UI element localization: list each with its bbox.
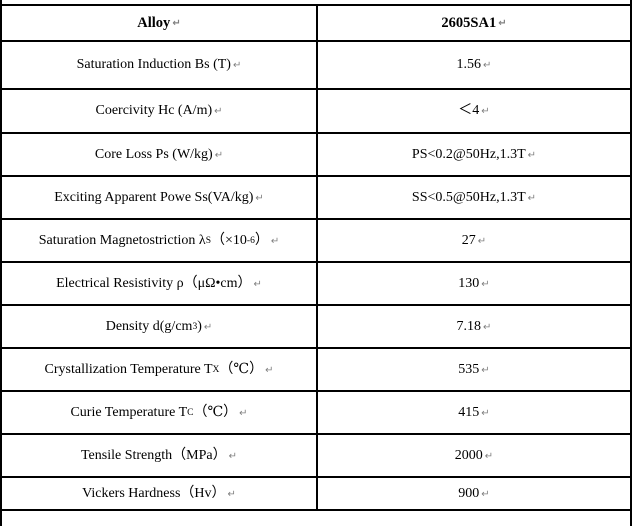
property-name-cell: Saturation Magnetostriction λ S （×10 -6） ↵ xyxy=(2,220,318,261)
paragraph-mark: ↵ xyxy=(203,321,213,333)
alloy-properties-grid: Alloy ↵ 2605SA1 ↵ Saturation Induction Bs … xyxy=(2,4,630,511)
property-name-cell: Crystallization Temperature T X （℃） ↵ xyxy=(2,349,318,390)
paragraph-mark: ↵ xyxy=(265,364,274,376)
property-value-cell: 415 ↵ xyxy=(458,404,490,420)
property-name-cell: Exciting Apparent Powe Ss(VA/kg) ↵ xyxy=(2,177,318,218)
property-value-cell: SS<0.5@50Hz,1.3T ↵ xyxy=(411,189,537,205)
table-row: Curie Temperature T C （℃） ↵ 415 ↵ xyxy=(2,392,630,435)
table-row: Exciting Apparent Powe Ss(VA/kg) ↵ SS<0.5@… xyxy=(2,177,630,220)
cropped-row-above xyxy=(2,0,630,4)
paragraph-mark: ↵ xyxy=(239,407,248,419)
paragraph-mark: ↵ xyxy=(227,488,236,500)
property-value-cell: 27 ↵ xyxy=(461,232,487,248)
header-grade-label: 2605SA1 xyxy=(441,14,497,31)
paragraph-mark: ↵ xyxy=(214,149,224,161)
property-value-cell: 7.18 ↵ xyxy=(456,318,492,334)
property-value-cell: 2000 ↵ xyxy=(454,447,494,463)
paragraph-mark: ↵ xyxy=(481,407,490,419)
property-value-cell: 130 ↵ xyxy=(458,275,490,291)
paragraph-mark: ↵ xyxy=(232,60,242,71)
cropped-row-below xyxy=(2,511,630,526)
table-row: Density d(g/cm 3) ↵ 7.18 ↵ xyxy=(2,306,630,349)
table-row: Electrical Resistivity ρ（μΩ•cm） ↵ 130 ↵ xyxy=(2,263,630,306)
paragraph-mark: ↵ xyxy=(484,450,494,462)
paragraph-mark: ↵ xyxy=(481,488,490,500)
table-row: Core Loss Ps (W/kg) ↵ PS<0.2@50Hz,1.3T ↵ xyxy=(2,134,630,177)
header-alloy-label: Alloy xyxy=(137,14,171,31)
property-name-cell: Saturation Induction Bs (T) ↵ xyxy=(2,42,318,88)
paragraph-mark: ↵ xyxy=(527,192,537,204)
property-name-cell: Curie Temperature T C （℃） ↵ xyxy=(2,392,318,433)
table-header-row: Alloy ↵ 2605SA1 ↵ xyxy=(2,6,630,42)
header-cell-grade: 2605SA1 ↵ xyxy=(318,6,630,40)
property-value-cell: 1.56 ↵ xyxy=(456,57,492,72)
table-row: Tensile Strength（MPa） ↵ 2000 ↵ xyxy=(2,435,630,478)
paragraph-mark: ↵ xyxy=(498,18,507,29)
property-value-cell: ＜4 ↵ xyxy=(458,103,490,118)
property-value-cell: 900 ↵ xyxy=(458,485,490,501)
property-value-cell: 535 ↵ xyxy=(458,361,490,377)
table-row: Vickers Hardness（Hv） ↵ 900 ↵ xyxy=(2,478,630,509)
property-name-cell: Density d(g/cm 3) ↵ xyxy=(2,306,318,347)
property-name-cell: Coercivity Hc (A/m) ↵ xyxy=(2,90,318,132)
paragraph-mark: ↵ xyxy=(270,235,280,247)
table-row: Coercivity Hc (A/m) ↵ ＜4 ↵ xyxy=(2,90,630,134)
property-value-cell: PS<0.2@50Hz,1.3T ↵ xyxy=(411,146,537,162)
paragraph-mark: ↵ xyxy=(481,364,490,376)
table-row: Saturation Induction Bs (T) ↵ 1.56 ↵ xyxy=(2,42,630,90)
table-row: Crystallization Temperature T X （℃） ↵ 535 ↵ xyxy=(2,349,630,392)
paragraph-mark: ↵ xyxy=(214,106,223,117)
paragraph-mark: ↵ xyxy=(253,278,262,290)
paragraph-mark: ↵ xyxy=(172,18,181,29)
paragraph-mark: ↵ xyxy=(527,149,537,161)
property-name-cell: Tensile Strength（MPa） ↵ xyxy=(2,435,318,476)
header-cell-alloy: Alloy ↵ xyxy=(2,6,318,40)
paragraph-mark: ↵ xyxy=(255,192,264,204)
paragraph-mark: ↵ xyxy=(481,106,490,117)
paragraph-mark: ↵ xyxy=(483,321,492,333)
paragraph-mark: ↵ xyxy=(228,450,237,462)
property-name-cell: Vickers Hardness（Hv） ↵ xyxy=(2,478,318,509)
property-name-cell: Electrical Resistivity ρ（μΩ•cm） ↵ xyxy=(2,263,318,304)
paragraph-mark: ↵ xyxy=(477,235,487,247)
paragraph-mark: ↵ xyxy=(483,60,492,71)
paragraph-mark: ↵ xyxy=(481,278,490,290)
property-name-cell: Core Loss Ps (W/kg) ↵ xyxy=(2,134,318,175)
table-row: Saturation Magnetostriction λ S （×10 -6） ↵ 27… xyxy=(2,220,630,263)
